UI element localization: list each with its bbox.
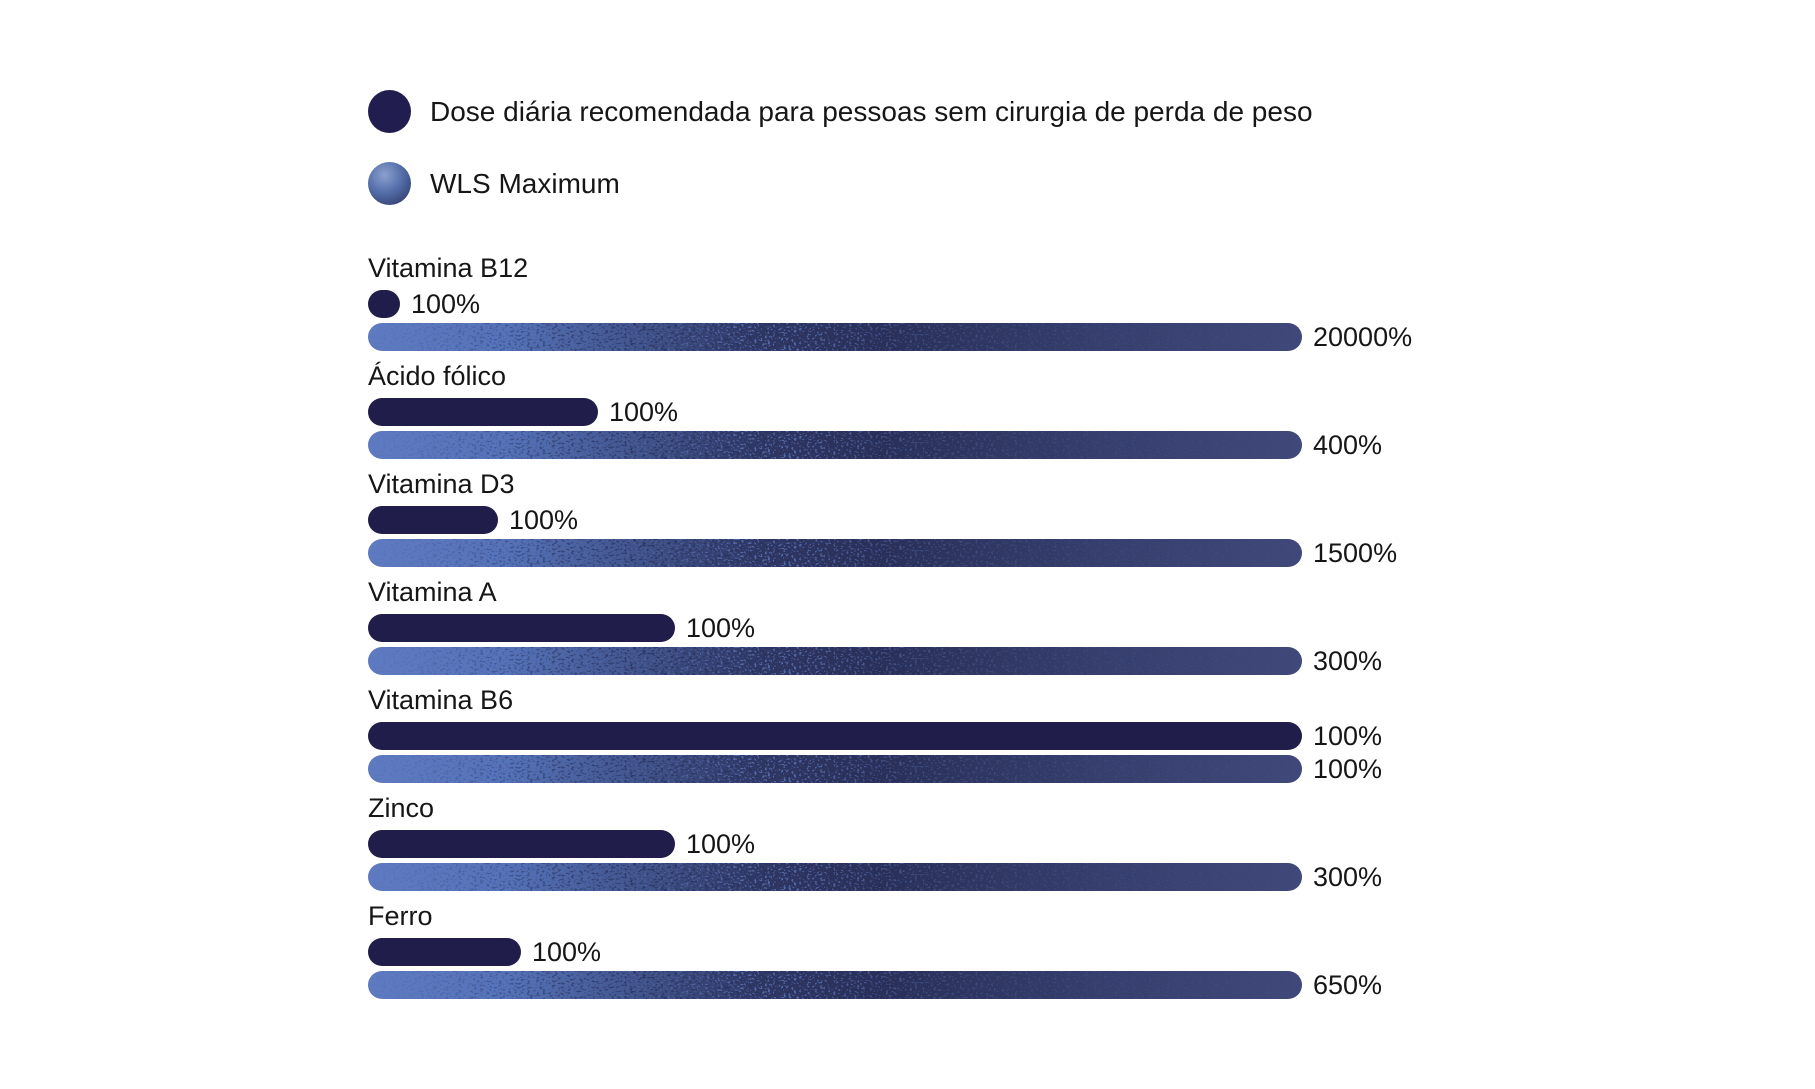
wls-maximum-value: 300% <box>1313 862 1383 892</box>
wls-maximum-value: 20000% <box>1313 322 1413 352</box>
recommended-dose-value: 100% <box>686 829 756 859</box>
recommended-dose-bar <box>368 614 675 642</box>
wls-maximum-row: 1500% <box>368 539 1548 567</box>
legend-label-recommended: Dose diária recomendada para pessoas sem… <box>430 96 1313 127</box>
recommended-dose-value: 100% <box>532 937 602 967</box>
recommended-dose-row: 100% <box>368 506 1548 534</box>
chart-row-vitamina-a: Vitamina A 100% 300% <box>368 576 1548 675</box>
wls-maximum-row: 100% <box>368 755 1548 783</box>
bar-chart: Vitamina B12 100% 20000% Ácido fólico 10… <box>368 252 1548 1008</box>
chart-row-vitamina-b12: Vitamina B12 100% 20000% <box>368 252 1548 351</box>
navy-circle-icon <box>368 90 411 133</box>
category-label: Vitamina D3 <box>368 469 515 499</box>
wls-maximum-bar <box>368 971 1302 999</box>
wls-maximum-row: 650% <box>368 971 1548 999</box>
chart-row-zinco: Zinco 100% 300% <box>368 792 1548 891</box>
category-label: Vitamina B6 <box>368 685 514 715</box>
recommended-dose-value: 100% <box>411 289 481 319</box>
recommended-dose-row: 100% <box>368 290 1548 318</box>
legend-item-recommended: Dose diária recomendada para pessoas sem… <box>368 90 1313 133</box>
category-label: Vitamina A <box>368 577 497 607</box>
wls-maximum-value: 100% <box>1313 754 1383 784</box>
recommended-dose-value: 100% <box>1313 721 1383 751</box>
recommended-dose-bar <box>368 506 498 534</box>
recommended-dose-bar <box>368 938 521 966</box>
recommended-dose-bar <box>368 398 598 426</box>
category-label: Ferro <box>368 901 433 931</box>
wls-maximum-bar <box>368 323 1302 351</box>
recommended-dose-value: 100% <box>609 397 679 427</box>
wls-maximum-value: 1500% <box>1313 538 1398 568</box>
chart-row-vitamina-d3: Vitamina D3 100% 1500% <box>368 468 1548 567</box>
category-label: Zinco <box>368 793 435 823</box>
wls-maximum-row: 20000% <box>368 323 1548 351</box>
wls-maximum-value: 400% <box>1313 430 1383 460</box>
wls-maximum-row: 300% <box>368 647 1548 675</box>
recommended-dose-row: 100% <box>368 938 1548 966</box>
recommended-dose-bar <box>368 290 400 318</box>
recommended-dose-row: 100% <box>368 398 1548 426</box>
wls-maximum-bar <box>368 431 1302 459</box>
wls-maximum-bar <box>368 647 1302 675</box>
legend-label-wls-maximum: WLS Maximum <box>430 168 620 199</box>
legend: Dose diária recomendada para pessoas sem… <box>368 90 1313 234</box>
category-label: Vitamina B12 <box>368 253 529 283</box>
wls-maximum-bar <box>368 863 1302 891</box>
wls-maximum-bar <box>368 539 1302 567</box>
recommended-dose-bar <box>368 722 1302 750</box>
recommended-dose-row: 100% <box>368 830 1548 858</box>
recommended-dose-bar <box>368 830 675 858</box>
recommended-dose-row: 100% <box>368 722 1548 750</box>
legend-item-wls-maximum: WLS Maximum <box>368 162 1313 205</box>
wls-maximum-value: 300% <box>1313 646 1383 676</box>
wls-maximum-row: 300% <box>368 863 1548 891</box>
wls-maximum-bar <box>368 755 1302 783</box>
recommended-dose-value: 100% <box>686 613 756 643</box>
category-label: Ácido fólico <box>368 361 507 391</box>
chart-row-vitamina-b6: Vitamina B6 100% 100% <box>368 684 1548 783</box>
recommended-dose-value: 100% <box>509 505 579 535</box>
wls-maximum-row: 400% <box>368 431 1548 459</box>
gradient-sphere-icon <box>368 162 411 205</box>
wls-maximum-value: 650% <box>1313 970 1383 1000</box>
chart-row-acido-folico: Ácido fólico 100% 400% <box>368 360 1548 459</box>
chart-row-ferro: Ferro 100% 650% <box>368 900 1548 999</box>
recommended-dose-row: 100% <box>368 614 1548 642</box>
